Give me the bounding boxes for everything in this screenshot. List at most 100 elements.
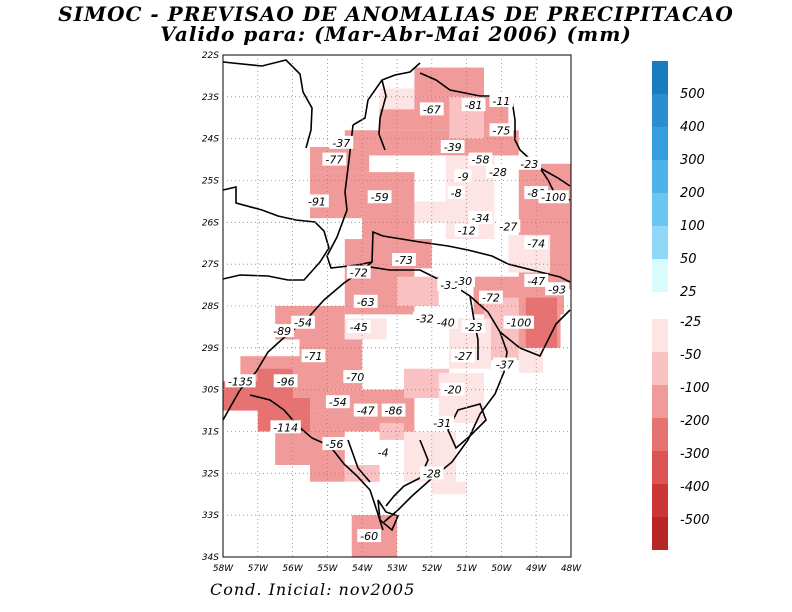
anomaly-label-bg: [517, 156, 542, 170]
shade-cell: [414, 201, 467, 223]
anomaly-label: -47: [357, 405, 375, 418]
anomaly-value: -27: [496, 219, 521, 234]
anomaly-value: -12: [454, 223, 479, 238]
anomaly-label: -86: [385, 405, 403, 418]
anomaly-label: -73: [395, 254, 413, 267]
lat-tick-label: 34S: [202, 553, 219, 563]
anomaly-label-bg: [270, 420, 301, 434]
shade-cell: [414, 67, 484, 97]
lon-tick-label: 50W: [491, 564, 512, 574]
anomaly-value: -37: [329, 135, 354, 150]
anomaly-label-bg: [291, 315, 315, 329]
lon-tick-label: 58W: [213, 564, 234, 574]
shade-cell: [431, 481, 467, 495]
anomaly-label: -135: [228, 375, 253, 388]
lat-tick-label: 26S: [202, 218, 219, 228]
colorbar-swatch: [652, 319, 668, 352]
lon-tick-label: 51W: [456, 564, 477, 574]
anomaly-label-bg: [322, 152, 347, 166]
anomaly-value: -54: [291, 315, 315, 330]
anomaly-value: -114: [270, 420, 301, 434]
anomaly-label: -60: [360, 530, 378, 543]
anomaly-value: -100: [538, 190, 569, 204]
colorbar-swatch: [652, 94, 668, 127]
anomaly-label: -70: [346, 371, 364, 384]
anomaly-label-bg: [322, 437, 347, 451]
lat-tick-label: 33S: [202, 511, 219, 521]
anomaly-label-bg: [468, 211, 493, 225]
anomaly-label-bg: [346, 319, 371, 333]
lon-tick-label: 52W: [422, 564, 443, 574]
anomaly-label-bg: [381, 403, 406, 417]
anomaly-label-bg: [451, 273, 476, 287]
initial-condition-footer: Cond. Inicial: nov2005: [210, 580, 416, 599]
anomaly-value: -27: [451, 349, 476, 363]
anomaly-label-bg: [440, 382, 465, 396]
anomaly-label: -31: [433, 417, 451, 430]
anomaly-label: -96: [277, 375, 295, 388]
anomaly-label: -40: [437, 317, 455, 330]
anomaly-label: -45: [350, 321, 368, 334]
anomaly-value: -32: [412, 311, 437, 326]
anomaly-label: -81: [465, 99, 483, 112]
anomaly-value: -72: [479, 290, 503, 305]
latitude-axis: 22S 23S 24S 25S 26S 27S 28S 29S 30S 31S 32S 33S 34S: [202, 51, 219, 563]
anomaly-label-bg: [419, 466, 444, 480]
anomaly-label-bg: [461, 319, 486, 333]
colorbar-swatch: [652, 517, 668, 550]
lat-tick-label: 27S: [202, 260, 219, 270]
anomaly-label-bg: [447, 186, 465, 200]
anomaly-value: -71: [301, 349, 326, 363]
anomaly-value: -67: [419, 102, 444, 116]
colorbar-swatch: [652, 451, 668, 484]
anomaly-label-bg: [503, 315, 534, 329]
anomaly-label: -23: [465, 321, 483, 334]
anomaly-label-bg: [353, 294, 378, 308]
anomaly-labels: -67 -81 -11-75-37-77-39-58-28-23-9-8 -80-10…: [225, 94, 569, 543]
anomaly-value: -75: [489, 123, 514, 137]
anomaly-label: -47: [527, 275, 545, 288]
colorbar-swatch: [652, 61, 668, 94]
anomaly-label: -91: [308, 195, 326, 208]
lat-tick-label: 30S: [202, 386, 219, 396]
anomaly-label: -28: [423, 467, 441, 480]
anomaly-value: -91: [305, 194, 329, 208]
lat-tick-label: 25S: [202, 177, 219, 187]
anomaly-label: -72: [350, 267, 368, 280]
anomaly-label-bg: [440, 140, 465, 154]
colorbar-label: -50: [680, 348, 701, 363]
anomaly-label-bg: [305, 194, 329, 208]
anomaly-label-bg: [461, 98, 486, 112]
colorbar: 500 400 300 200 100 50 25 -25 -50 -100 -200 -300 -40…: [652, 61, 710, 550]
anomaly-label: -114: [273, 421, 298, 434]
anomaly-label: -9: [458, 170, 469, 183]
anomaly-value: -28: [486, 165, 510, 179]
anomaly-value: -31: [430, 416, 455, 430]
colorbar-swatch: [652, 193, 668, 226]
anomaly-label: -37: [332, 137, 350, 150]
shade-cell: [379, 88, 415, 110]
anomaly-value: -100: [503, 315, 534, 330]
lon-tick-label: 57W: [248, 564, 269, 574]
anomaly-label-bg: [325, 395, 350, 409]
colorbar-label: 100: [680, 219, 705, 234]
anomaly-value: -63: [353, 294, 378, 309]
anomaly-label: -27: [499, 221, 517, 234]
anomaly-label-bg: [430, 416, 455, 430]
colorbar-label: 200: [680, 186, 705, 201]
anomaly-value: -54: [325, 395, 350, 409]
anomaly-label-bg: [538, 190, 569, 204]
colorbar-label: 500: [680, 87, 705, 102]
lat-tick-label: 32S: [202, 469, 219, 479]
anomaly-label-bg: [454, 223, 479, 237]
anomaly-label-bg: [329, 135, 354, 149]
colorbar-label: -100: [680, 381, 710, 396]
anomaly-value: -81: [461, 98, 486, 112]
lat-tick-label: 31S: [202, 428, 219, 438]
colorbar-label: -200: [680, 414, 710, 429]
shade-cell: [397, 276, 439, 306]
anomaly-label-bg: [454, 169, 472, 183]
anomaly-label-bg: [468, 152, 493, 166]
anomaly-label-bg: [489, 123, 514, 137]
